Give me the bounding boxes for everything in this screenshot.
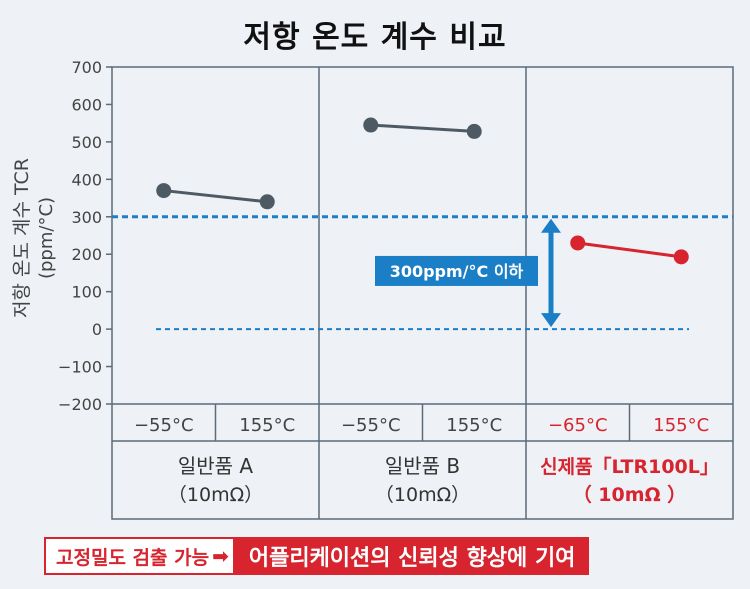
group-subname: （ 10mΩ ）	[573, 483, 687, 506]
group-name: 일반품 A	[178, 454, 254, 478]
tcr-comparison-chart: 700 600 500 400 300 200 100 0 −100 −200 저항 온도 계수 …	[11, 58, 734, 520]
group-name: 일반품 B	[385, 454, 460, 478]
x-tick-label: −55°C	[134, 415, 194, 436]
y-tick-label: 200	[71, 245, 102, 264]
data-point	[466, 123, 482, 139]
data-point	[363, 117, 379, 133]
footer-left-box: 고정밀도 검출 가능 ➡	[44, 537, 235, 575]
y-tick-label: 600	[71, 95, 102, 114]
group-labels: 일반품 A （10mΩ） 일반품 B （10mΩ） 신제품「LTR100L」 （ 10mΩ…	[168, 454, 719, 506]
x-tick-label: 155°C	[446, 415, 502, 436]
data-point	[673, 249, 689, 265]
series-line	[163, 189, 268, 204]
annotation-text: 300ppm/°C 이하	[390, 262, 524, 281]
plot-border	[111, 66, 734, 520]
x-tick-labels: −55°C 155°C −55°C 155°C −65°C 155°C	[134, 415, 709, 436]
annotation-box	[375, 255, 538, 286]
y-tick-label: 500	[71, 133, 102, 152]
annotation: 300ppm/°C 이하	[375, 218, 561, 328]
x-tick-label: −55°C	[341, 415, 401, 436]
y-axis-label: 저항 온도 계수 TCR	[11, 158, 33, 318]
arrow-up-icon	[541, 218, 561, 233]
chart-title: 저항 온도 계수 비교	[243, 20, 507, 55]
data-point	[156, 183, 172, 199]
y-tick-label: −100	[58, 358, 102, 377]
group-subname: （10mΩ）	[375, 484, 470, 506]
plot-frame	[111, 66, 734, 520]
footer-right-text: 어플리케이션의 신뢰성 향상에 기여	[234, 537, 590, 575]
group-name: 신제품「LTR100L」	[540, 455, 719, 478]
footer-banner: 고정밀도 검출 가능 ➡ 어플리케이션의 신뢰성 향상에 기여	[44, 537, 590, 575]
group-subname: （10mΩ）	[168, 484, 263, 506]
y-tick-label: 400	[71, 170, 102, 189]
series-line	[370, 123, 475, 133]
y-tick-label: 100	[71, 283, 102, 302]
data-series	[156, 117, 689, 265]
y-tick-label: 300	[71, 208, 102, 227]
arrow-down-icon	[541, 313, 561, 328]
x-tick-label: 155°C	[239, 415, 295, 436]
x-tick-label: −65°C	[548, 415, 608, 436]
data-point	[570, 235, 586, 251]
y-tick-label: −200	[58, 395, 102, 414]
reference-lines	[112, 215, 733, 331]
y-tick-labels: 700 600 500 400 300 200 100 0 −100 −200	[58, 58, 112, 414]
y-tick-label: 700	[71, 58, 102, 77]
footer-left-text: 고정밀도 검출 가능	[56, 546, 210, 569]
series-line	[577, 241, 682, 259]
arrow-right-icon: ➡	[212, 544, 229, 568]
y-axis-unit: (ppm/°C)	[36, 197, 57, 279]
x-tick-label: 155°C	[653, 415, 709, 436]
y-tick-label: 0	[92, 320, 102, 339]
data-point	[259, 194, 275, 210]
